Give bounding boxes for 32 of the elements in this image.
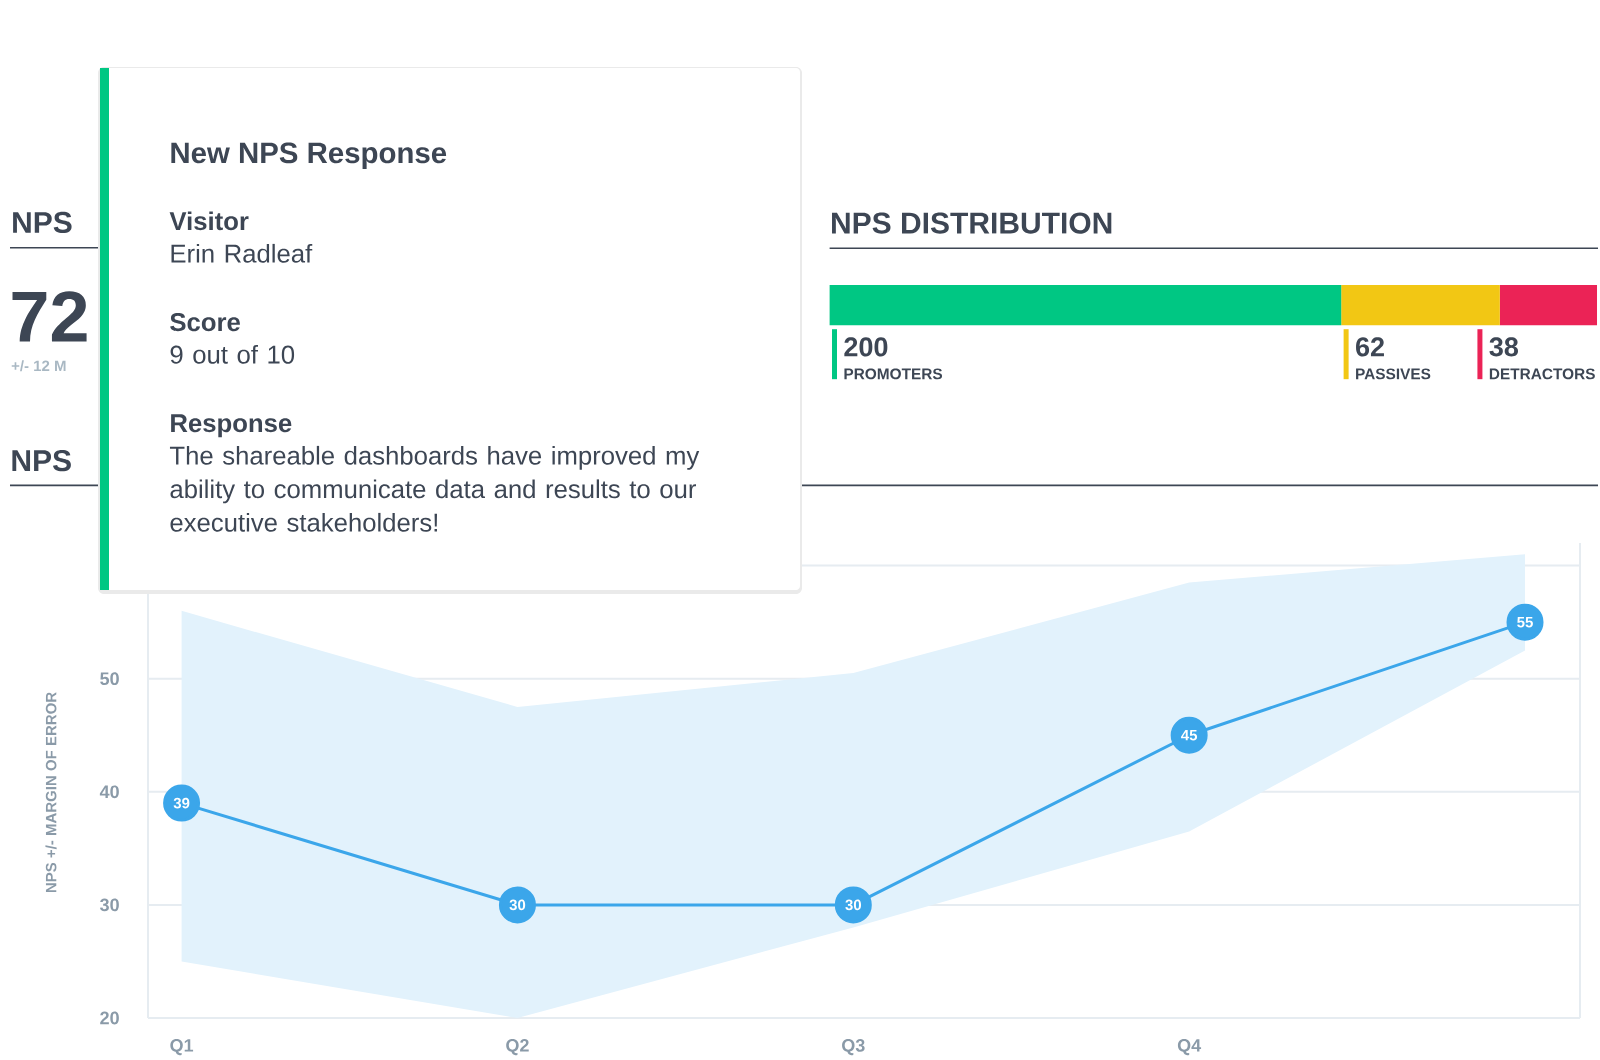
x-tick-label: Q2 bbox=[506, 1039, 529, 1056]
data-label: 38 bbox=[1489, 337, 1519, 357]
data-label: 62 bbox=[1356, 337, 1384, 357]
data-label: 200 bbox=[844, 337, 888, 357]
y-tick-label: 30 bbox=[99, 898, 119, 912]
data-label: 45 bbox=[1181, 730, 1198, 741]
text: Score bbox=[170, 313, 240, 332]
text: 9 out of 10 bbox=[170, 344, 295, 364]
data-label: 30 bbox=[845, 899, 862, 911]
data-label: 39 bbox=[173, 797, 190, 809]
y-tick-label: 20 bbox=[100, 1011, 119, 1025]
chart-title: NPS bbox=[12, 450, 71, 472]
text: +/- 12 M bbox=[11, 360, 66, 372]
chart-title: NPS DISTRIBUTION bbox=[832, 212, 1112, 234]
text: Response bbox=[171, 414, 292, 438]
y-tick-label: 40 bbox=[99, 785, 119, 799]
y-tick-label: 50 bbox=[100, 672, 119, 686]
text: 72 bbox=[12, 291, 87, 342]
x-tick-label: Q1 bbox=[170, 1039, 194, 1056]
text: New NPS Response bbox=[171, 142, 447, 170]
text: PROMOTERS bbox=[844, 368, 943, 380]
text: DETRACTORS bbox=[1489, 368, 1595, 380]
text: Visitor bbox=[169, 211, 249, 231]
data-label: 55 bbox=[1517, 616, 1533, 628]
text: Erin Radleaf bbox=[171, 243, 313, 263]
x-tick-label: Q3 bbox=[842, 1039, 865, 1056]
text: The shareable dashboards have improved my ability to communicate data and results to our executive stakeholders! bbox=[169, 445, 700, 532]
text: PASSIVES bbox=[1356, 368, 1431, 380]
text: NPS bbox=[13, 211, 72, 234]
data-label: 30 bbox=[509, 899, 526, 911]
x-tick-label: Q4 bbox=[1177, 1039, 1202, 1056]
y-axis-title: NPS +/- MARGIN OF ERROR bbox=[45, 692, 57, 893]
